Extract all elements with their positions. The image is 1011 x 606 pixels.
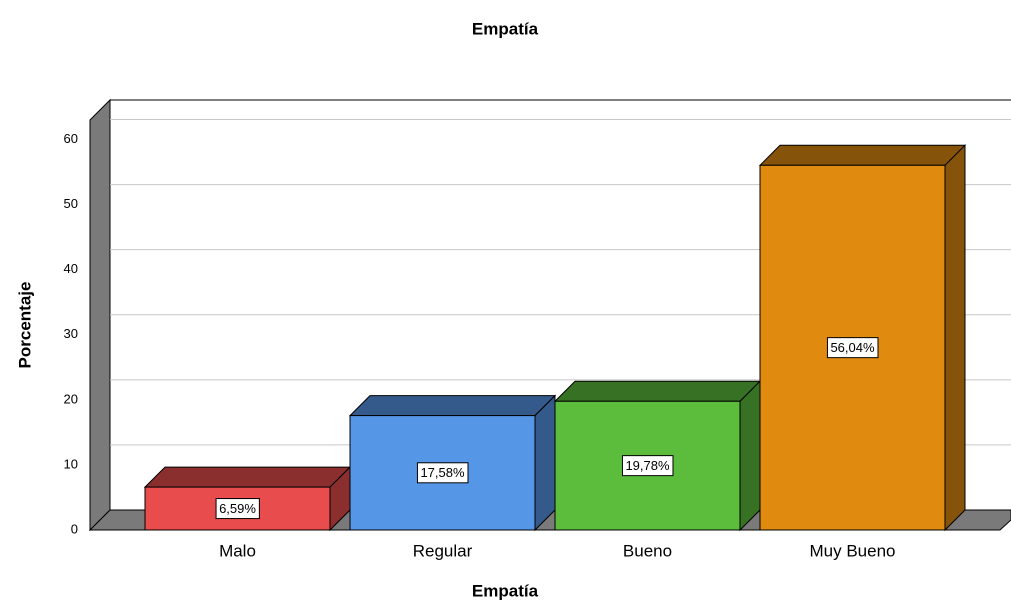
bar-group: 19,78% xyxy=(553,380,762,532)
value-label-box xyxy=(826,337,879,359)
bar-side xyxy=(739,380,761,532)
value-label: 17,58% xyxy=(420,465,465,480)
bar-top xyxy=(553,380,762,402)
value-label: 19,78% xyxy=(625,458,670,473)
x-tick-label: Bueno xyxy=(623,541,672,560)
y-tick-label: 60 xyxy=(64,131,78,146)
bar-side xyxy=(534,394,556,532)
bar-group: 6,59% xyxy=(143,465,352,532)
bar-top xyxy=(348,395,557,417)
y-tick-label: 40 xyxy=(64,261,78,276)
x-tick-label: Muy Bueno xyxy=(810,541,896,560)
y-tick-label: 50 xyxy=(64,196,78,211)
bar-group: 17,58% xyxy=(348,394,557,532)
y-axis-label: Porcentaje xyxy=(15,282,34,369)
y-tick-label: 30 xyxy=(64,326,78,341)
x-tick-label: Malo xyxy=(219,541,256,560)
bar-group: 56,04% xyxy=(758,144,967,532)
value-label-box xyxy=(215,498,260,520)
left-wall xyxy=(89,98,111,532)
bar-top xyxy=(758,144,967,166)
y-tick-label: 0 xyxy=(71,521,78,536)
bars: 6,59% 17,58% 19,78% 56,04% xyxy=(143,144,967,532)
value-label: 6,59% xyxy=(219,501,256,516)
value-label: 56,04% xyxy=(830,340,875,355)
y-tick-label: 10 xyxy=(64,456,78,471)
value-label-box xyxy=(416,462,469,484)
chart-title: Empatía xyxy=(472,19,539,38)
x-tick-label: Regular xyxy=(413,541,473,560)
y-tick-label: 20 xyxy=(64,391,78,406)
x-axis-label: Empatía xyxy=(472,581,539,600)
bar-top xyxy=(143,466,352,488)
bar-side xyxy=(944,144,966,532)
value-label-box xyxy=(621,455,674,477)
